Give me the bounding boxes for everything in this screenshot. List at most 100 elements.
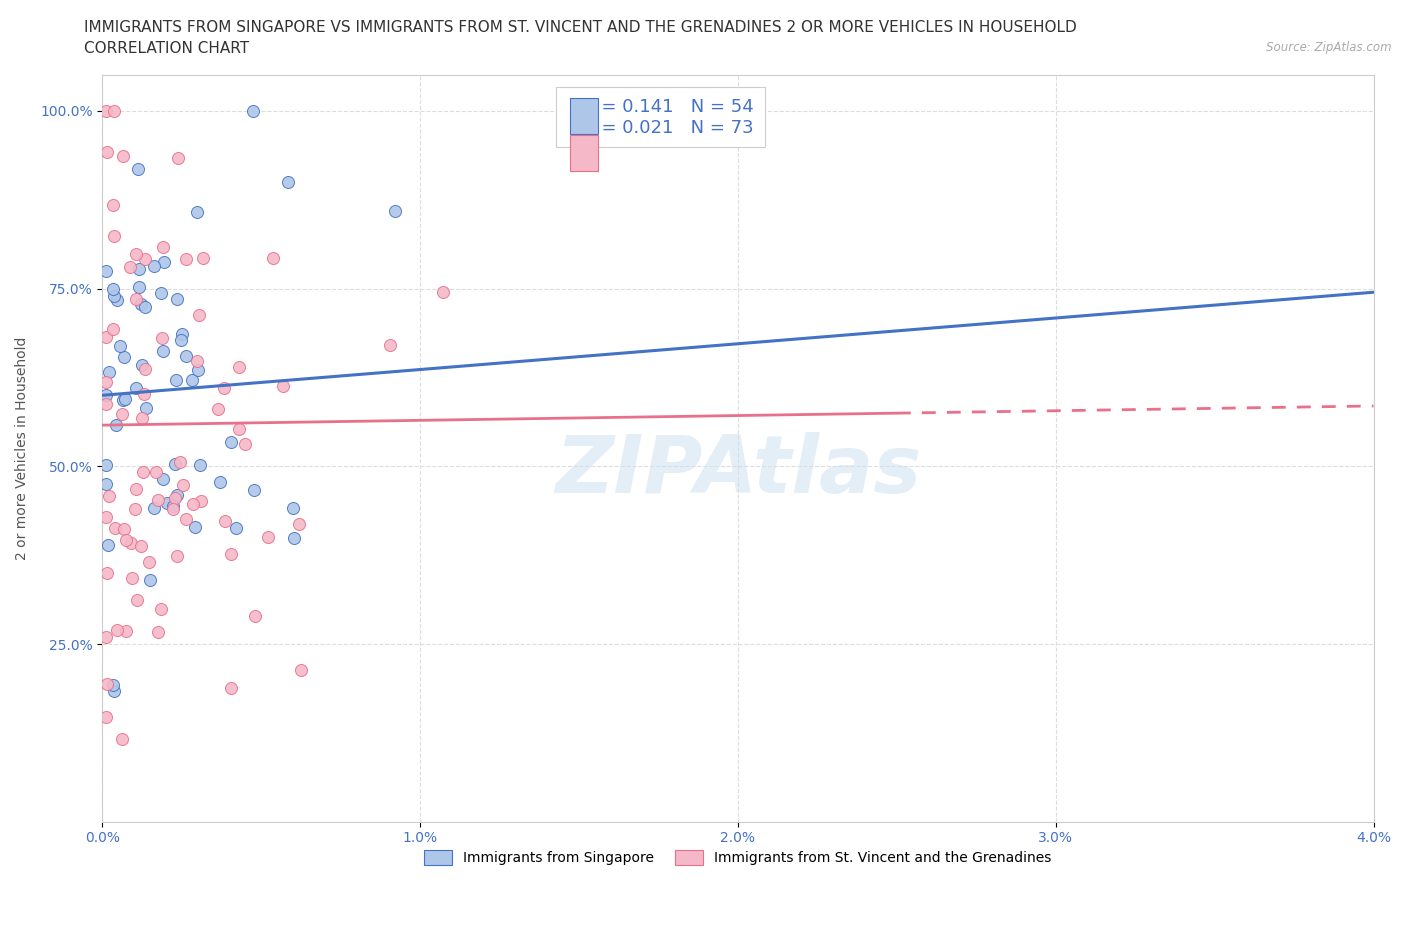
Point <box>101 678 124 693</box>
Point <box>105 292 128 307</box>
Point <box>96 144 118 159</box>
Bar <box>571 98 598 134</box>
Point <box>111 731 134 746</box>
Point <box>94 458 117 472</box>
Point <box>132 386 155 401</box>
Point <box>131 411 153 426</box>
Point <box>209 475 232 490</box>
Point <box>186 354 208 369</box>
Point <box>105 622 128 637</box>
Point <box>103 229 125 244</box>
Point <box>170 333 193 348</box>
Point <box>277 175 299 190</box>
Point <box>283 530 305 545</box>
Point <box>97 538 120 552</box>
Point <box>166 151 188 166</box>
Point <box>108 339 131 353</box>
Point <box>128 261 150 276</box>
Point <box>115 623 138 638</box>
Point <box>131 465 153 480</box>
Point <box>283 500 305 515</box>
Point <box>128 280 150 295</box>
Point <box>111 392 134 407</box>
Point <box>214 513 236 528</box>
Point <box>166 549 188 564</box>
Point <box>94 329 117 344</box>
Point <box>138 554 160 569</box>
Point <box>134 299 156 314</box>
Point <box>115 533 138 548</box>
Y-axis label: 2 or more Vehicles in Household: 2 or more Vehicles in Household <box>15 337 30 560</box>
Point <box>271 379 294 393</box>
Point <box>120 259 142 274</box>
Point <box>124 501 146 516</box>
Point <box>96 565 118 580</box>
Text: R = 0.141   N = 54
   R = 0.021   N = 73: R = 0.141 N = 54 R = 0.021 N = 73 <box>567 98 754 137</box>
Point <box>207 402 229 417</box>
Point <box>131 358 153 373</box>
Point <box>233 437 256 452</box>
Point <box>152 343 174 358</box>
Point <box>103 684 125 699</box>
Text: ZIPAtlas: ZIPAtlas <box>555 432 921 510</box>
Point <box>125 291 148 306</box>
Point <box>162 501 184 516</box>
Point <box>94 629 117 644</box>
Point <box>124 381 146 396</box>
Point <box>148 492 170 507</box>
Legend: Immigrants from Singapore, Immigrants from St. Vincent and the Grenadines: Immigrants from Singapore, Immigrants fr… <box>419 844 1057 870</box>
Point <box>384 204 406 219</box>
Point <box>143 259 166 273</box>
Point <box>156 496 179 511</box>
Point <box>174 349 197 364</box>
Point <box>152 331 174 346</box>
Point <box>104 520 127 535</box>
Point <box>183 519 205 534</box>
Point <box>152 255 174 270</box>
Point <box>134 252 156 267</box>
Point <box>243 609 266 624</box>
Point <box>228 359 250 374</box>
Point <box>162 498 184 513</box>
Point <box>135 400 157 415</box>
Point <box>129 538 152 553</box>
Text: Source: ZipAtlas.com: Source: ZipAtlas.com <box>1267 41 1392 54</box>
Point <box>243 483 266 498</box>
Point <box>103 289 125 304</box>
Point <box>186 205 208 219</box>
Point <box>170 326 193 341</box>
Point <box>112 350 135 365</box>
Point <box>114 392 136 406</box>
Point <box>94 103 117 118</box>
Point <box>103 198 125 213</box>
Point <box>163 457 186 472</box>
Point <box>225 521 247 536</box>
Point <box>174 251 197 266</box>
Point <box>152 472 174 486</box>
Point <box>221 435 243 450</box>
Point <box>103 103 125 118</box>
Point <box>191 250 214 265</box>
Point <box>181 496 204 511</box>
Point <box>134 361 156 376</box>
Point <box>432 285 454 299</box>
Point <box>104 418 127 432</box>
Point <box>187 308 209 323</box>
Point <box>214 381 236 396</box>
Point <box>101 322 124 337</box>
Point <box>181 373 204 388</box>
Point <box>172 477 194 492</box>
Point <box>101 282 124 297</box>
Point <box>380 338 402 352</box>
Point <box>129 297 152 312</box>
Point <box>169 455 191 470</box>
Point <box>174 512 197 526</box>
Text: IMMIGRANTS FROM SINGAPORE VS IMMIGRANTS FROM ST. VINCENT AND THE GRENADINES 2 OR: IMMIGRANTS FROM SINGAPORE VS IMMIGRANTS … <box>84 20 1077 35</box>
Point <box>186 362 208 377</box>
Point <box>152 240 174 255</box>
Point <box>150 602 173 617</box>
Point <box>111 406 134 421</box>
Point <box>219 681 242 696</box>
Point <box>94 264 117 279</box>
Point <box>125 482 148 497</box>
